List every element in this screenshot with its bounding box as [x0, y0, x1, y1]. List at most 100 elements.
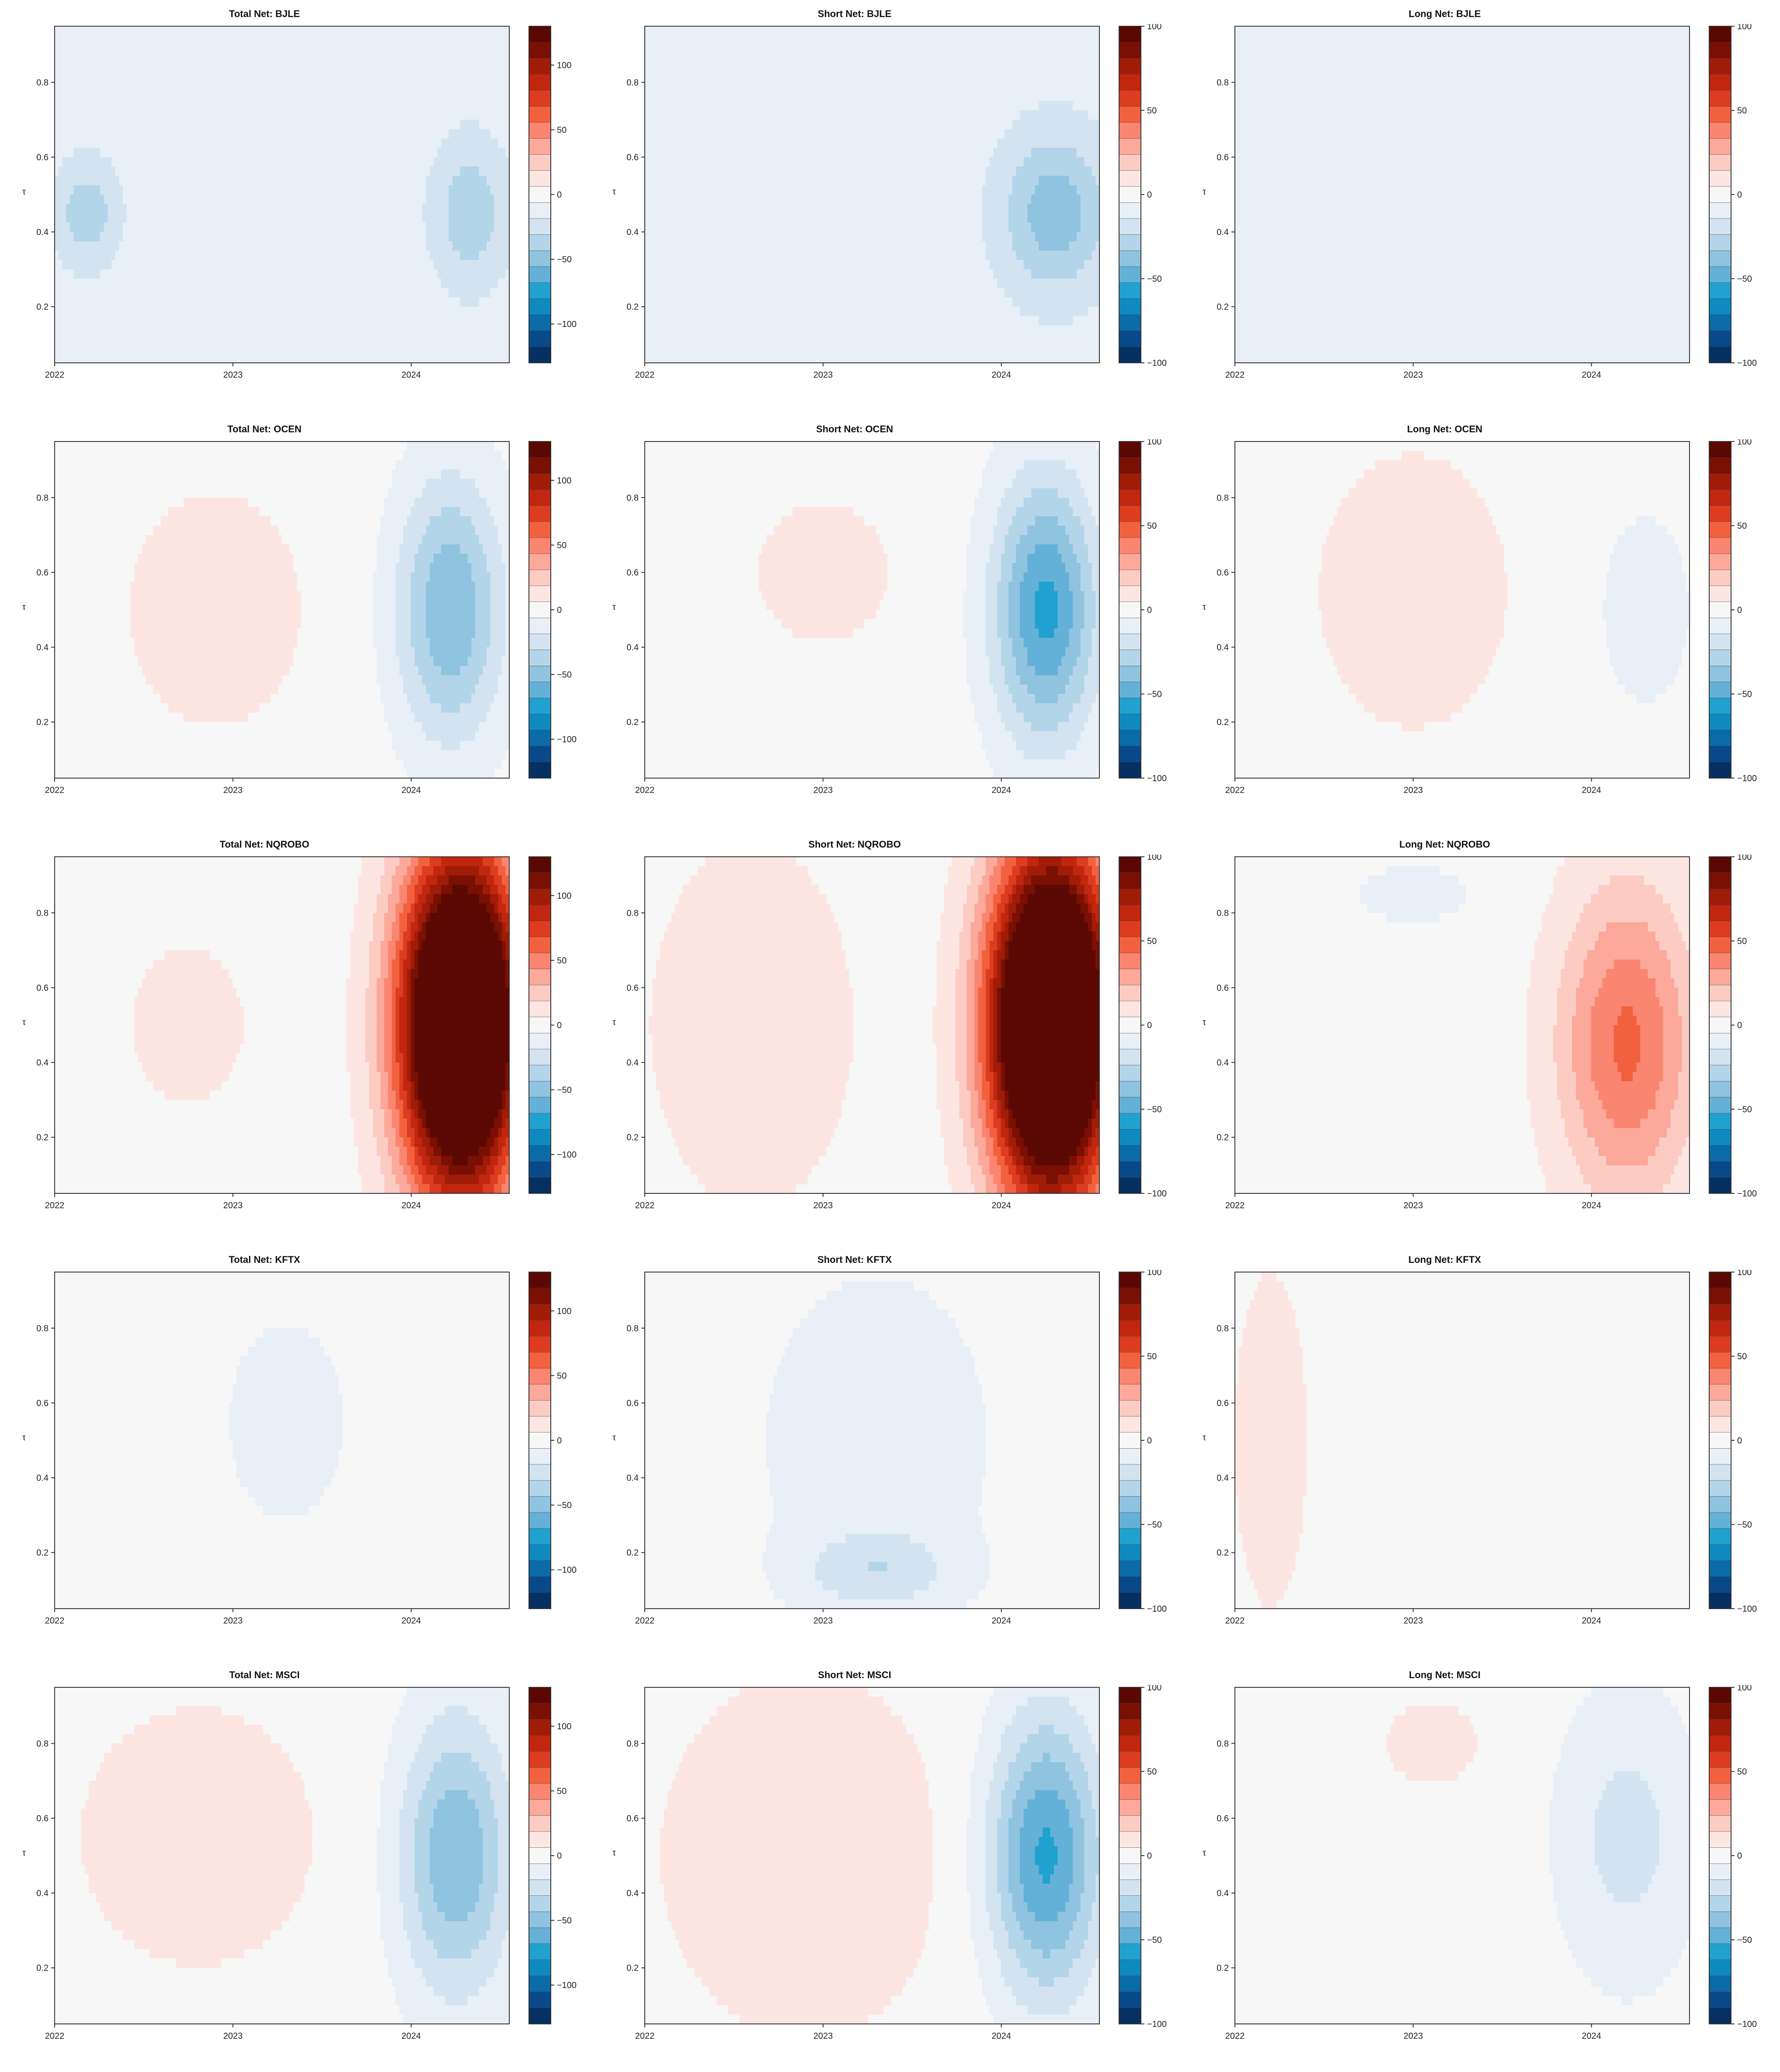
heatmap-cell	[59, 213, 63, 223]
heatmap-cell	[286, 288, 290, 298]
heatmap-cell	[252, 26, 256, 36]
heatmap-cell	[138, 139, 142, 148]
heatmap-cell	[350, 176, 354, 185]
heatmap-cell	[652, 204, 656, 213]
heatmap-cell	[331, 176, 335, 185]
heatmap-cell	[104, 73, 108, 83]
heatmap-cell	[400, 232, 403, 242]
heatmap-cell	[418, 92, 422, 101]
heatmap-cell	[278, 157, 282, 167]
heatmap-cell	[240, 344, 244, 354]
heatmap-cell	[138, 26, 142, 36]
heatmap-cell	[479, 26, 483, 36]
heatmap-cell	[297, 35, 301, 45]
heatmap-cell	[343, 260, 347, 270]
heatmap-cell	[494, 148, 498, 157]
heatmap-cell	[683, 82, 687, 92]
heatmap-cell	[675, 35, 679, 45]
heatmap-cell	[490, 325, 494, 335]
heatmap-cell	[240, 92, 244, 101]
heatmap-cell	[460, 176, 464, 185]
heatmap-cell	[403, 35, 407, 45]
heatmap-cell	[327, 167, 331, 176]
heatmap-cell	[652, 213, 656, 223]
heatmap-cell	[686, 139, 690, 148]
heatmap-cell	[396, 241, 400, 251]
heatmap-cell	[464, 195, 468, 204]
heatmap-cell	[373, 354, 377, 363]
heatmap-cell	[66, 288, 70, 298]
heatmap-cell	[668, 316, 671, 326]
heatmap-cell	[206, 195, 210, 204]
heatmap-cell	[111, 279, 115, 289]
heatmap-cell	[656, 354, 660, 363]
heatmap-cell	[369, 325, 373, 335]
heatmap-cell	[471, 307, 475, 316]
heatmap-cell	[164, 92, 168, 101]
heatmap-cell	[339, 45, 343, 55]
heatmap-cell	[331, 260, 335, 270]
heatmap-cell	[271, 269, 275, 279]
heatmap-cell	[487, 213, 490, 223]
heatmap-cell	[184, 250, 188, 260]
heatmap-cell	[339, 232, 343, 242]
heatmap-cell	[407, 213, 411, 223]
heatmap-cell	[475, 73, 479, 83]
heatmap-cell	[229, 45, 233, 55]
heatmap-cell	[149, 185, 153, 195]
heatmap-cell	[123, 111, 127, 120]
heatmap-cell	[414, 82, 418, 92]
heatmap-cell	[198, 250, 202, 260]
heatmap-cell	[652, 157, 656, 167]
heatmap-cell	[660, 64, 664, 73]
heatmap-cell	[686, 64, 690, 73]
heatmap-cell	[111, 344, 115, 354]
heatmap-cell	[123, 92, 127, 101]
heatmap-cell	[312, 167, 316, 176]
heatmap-cell	[286, 45, 290, 55]
heatmap-cell	[225, 241, 229, 251]
heatmap-cell	[149, 73, 153, 83]
heatmap-cell	[89, 73, 93, 83]
heatmap-cell	[312, 45, 316, 55]
heatmap-cell	[671, 204, 675, 213]
heatmap-cell	[293, 241, 297, 251]
heatmap-cell	[698, 288, 702, 298]
heatmap-cell	[456, 185, 460, 195]
heatmap-cell	[172, 54, 176, 64]
heatmap-cell	[142, 325, 146, 335]
heatmap-cell	[645, 222, 649, 232]
heatmap-cell	[153, 185, 157, 195]
heatmap-cell	[490, 101, 494, 111]
heatmap-cell	[652, 101, 656, 111]
heatmap-cell	[81, 344, 85, 354]
heatmap-cell	[362, 64, 365, 73]
heatmap-cell	[384, 167, 388, 176]
heatmap-cell	[502, 213, 506, 223]
heatmap-cell	[286, 213, 290, 223]
heatmap-cell	[153, 241, 157, 251]
heatmap-cell	[316, 35, 320, 45]
heatmap-cell	[267, 195, 271, 204]
heatmap-cell	[403, 260, 407, 270]
heatmap-cell	[407, 111, 411, 120]
heatmap-cell	[184, 101, 188, 111]
heatmap-cell	[248, 129, 252, 139]
heatmap-cell	[694, 82, 698, 92]
heatmap-cell	[206, 344, 210, 354]
heatmap-cell	[354, 213, 358, 223]
heatmap-cell	[297, 325, 301, 335]
heatmap-cell	[464, 222, 468, 232]
heatmap-cell	[441, 82, 445, 92]
heatmap-cell	[282, 195, 286, 204]
heatmap-cell	[354, 157, 358, 167]
heatmap-cell	[85, 120, 89, 129]
heatmap-cell	[320, 279, 324, 289]
heatmap-cell	[411, 232, 415, 242]
heatmap-cell	[487, 288, 490, 298]
heatmap-cell	[259, 148, 263, 157]
heatmap-cell	[81, 157, 85, 167]
heatmap-cell	[490, 241, 494, 251]
heatmap-cell	[400, 288, 403, 298]
heatmap-cell	[191, 297, 195, 307]
